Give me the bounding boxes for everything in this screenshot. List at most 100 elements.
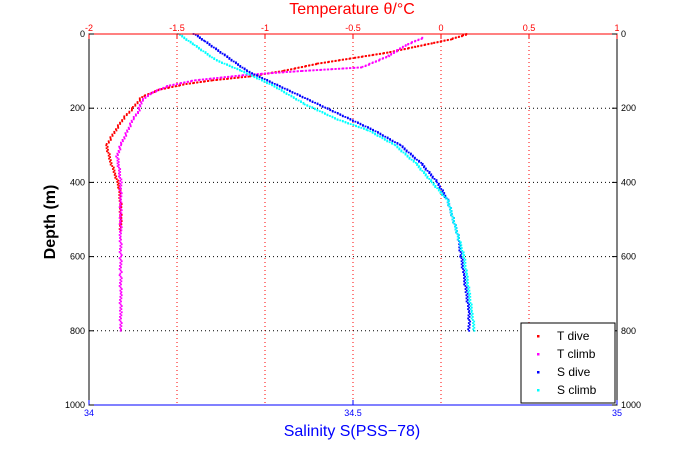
data-point <box>119 247 121 250</box>
data-point <box>360 66 362 69</box>
data-point <box>467 305 469 307</box>
data-point <box>417 166 420 169</box>
data-point <box>120 141 122 144</box>
data-point <box>274 71 277 74</box>
data-point <box>468 323 471 326</box>
data-point <box>462 271 464 273</box>
data-point <box>119 210 122 213</box>
data-point <box>347 122 350 125</box>
data-point <box>115 178 118 181</box>
data-point <box>386 137 389 140</box>
data-point <box>120 280 123 283</box>
data-point <box>416 164 418 166</box>
data-point <box>460 35 463 38</box>
data-point <box>132 117 135 119</box>
data-point <box>465 294 468 297</box>
data-point <box>185 83 188 85</box>
data-point <box>448 205 451 208</box>
data-point <box>271 82 274 85</box>
data-point <box>118 223 121 226</box>
y-axis-tick-label-right: 1000 <box>621 400 641 410</box>
data-point <box>256 73 259 76</box>
data-point <box>111 133 114 136</box>
data-point <box>120 246 123 249</box>
data-point <box>461 249 464 252</box>
data-point <box>473 329 476 332</box>
data-point <box>416 158 418 161</box>
axes: -2 -1.5 -1 -0.5 0 0.5 1 34 34.5 35 0 0 200 200 400 400 6… <box>65 23 641 418</box>
series-t-dive <box>105 33 468 232</box>
data-point <box>374 133 376 136</box>
data-point <box>120 192 123 195</box>
data-point <box>119 168 122 170</box>
data-point <box>138 97 141 100</box>
data-point <box>423 171 426 173</box>
data-point <box>336 118 339 121</box>
data-point <box>334 111 337 114</box>
data-point <box>446 198 449 201</box>
data-point <box>334 117 336 120</box>
data-point <box>116 124 119 127</box>
data-point <box>306 104 309 107</box>
data-point <box>320 62 323 65</box>
data-point <box>408 156 411 159</box>
data-point <box>120 217 123 219</box>
data-point <box>125 113 128 115</box>
data-point <box>109 160 111 163</box>
data-point <box>297 99 300 102</box>
data-point <box>426 169 429 172</box>
data-point <box>206 53 209 56</box>
data-point <box>341 67 344 70</box>
data-point <box>219 76 222 79</box>
data-point <box>119 224 122 227</box>
data-point <box>378 53 381 55</box>
data-point <box>195 45 198 48</box>
data-point <box>119 272 122 275</box>
data-point <box>119 177 122 179</box>
data-point <box>205 78 208 81</box>
data-point <box>119 295 122 298</box>
legend-label: S dive <box>557 365 591 379</box>
data-point <box>120 271 123 273</box>
data-point <box>247 75 250 78</box>
data-point <box>119 309 121 312</box>
data-point <box>108 157 110 160</box>
data-point <box>345 58 347 61</box>
data-point <box>118 240 121 243</box>
data-point <box>400 49 402 51</box>
data-point <box>221 62 223 64</box>
data-point <box>432 182 435 185</box>
data-point <box>404 152 407 155</box>
top-axis-tick-label: -1.5 <box>169 23 185 33</box>
data-point <box>119 264 121 267</box>
data-point <box>280 89 283 92</box>
data-point <box>236 68 239 71</box>
data-point <box>414 156 416 159</box>
data-point <box>296 70 299 73</box>
data-point <box>120 213 123 216</box>
data-point <box>416 162 419 165</box>
data-point <box>470 311 473 314</box>
data-point <box>441 190 444 193</box>
y-axis-tick-label-left: 200 <box>70 103 85 113</box>
data-point <box>427 43 430 46</box>
data-point <box>462 264 464 267</box>
data-point <box>458 242 461 245</box>
data-point <box>119 237 121 239</box>
data-point <box>374 130 377 133</box>
data-point <box>428 178 431 180</box>
data-point <box>346 117 349 120</box>
data-point <box>153 91 156 94</box>
data-point <box>118 302 121 304</box>
legend: T dive T climb S dive S climb <box>520 322 616 404</box>
data-point <box>318 110 321 113</box>
data-point <box>128 128 130 130</box>
data-point <box>472 319 474 321</box>
data-point <box>312 69 315 72</box>
data-point <box>360 56 363 58</box>
data-point <box>321 105 324 108</box>
data-point <box>468 294 470 297</box>
data-point <box>138 104 141 106</box>
data-point <box>230 77 232 80</box>
data-point <box>215 59 218 62</box>
